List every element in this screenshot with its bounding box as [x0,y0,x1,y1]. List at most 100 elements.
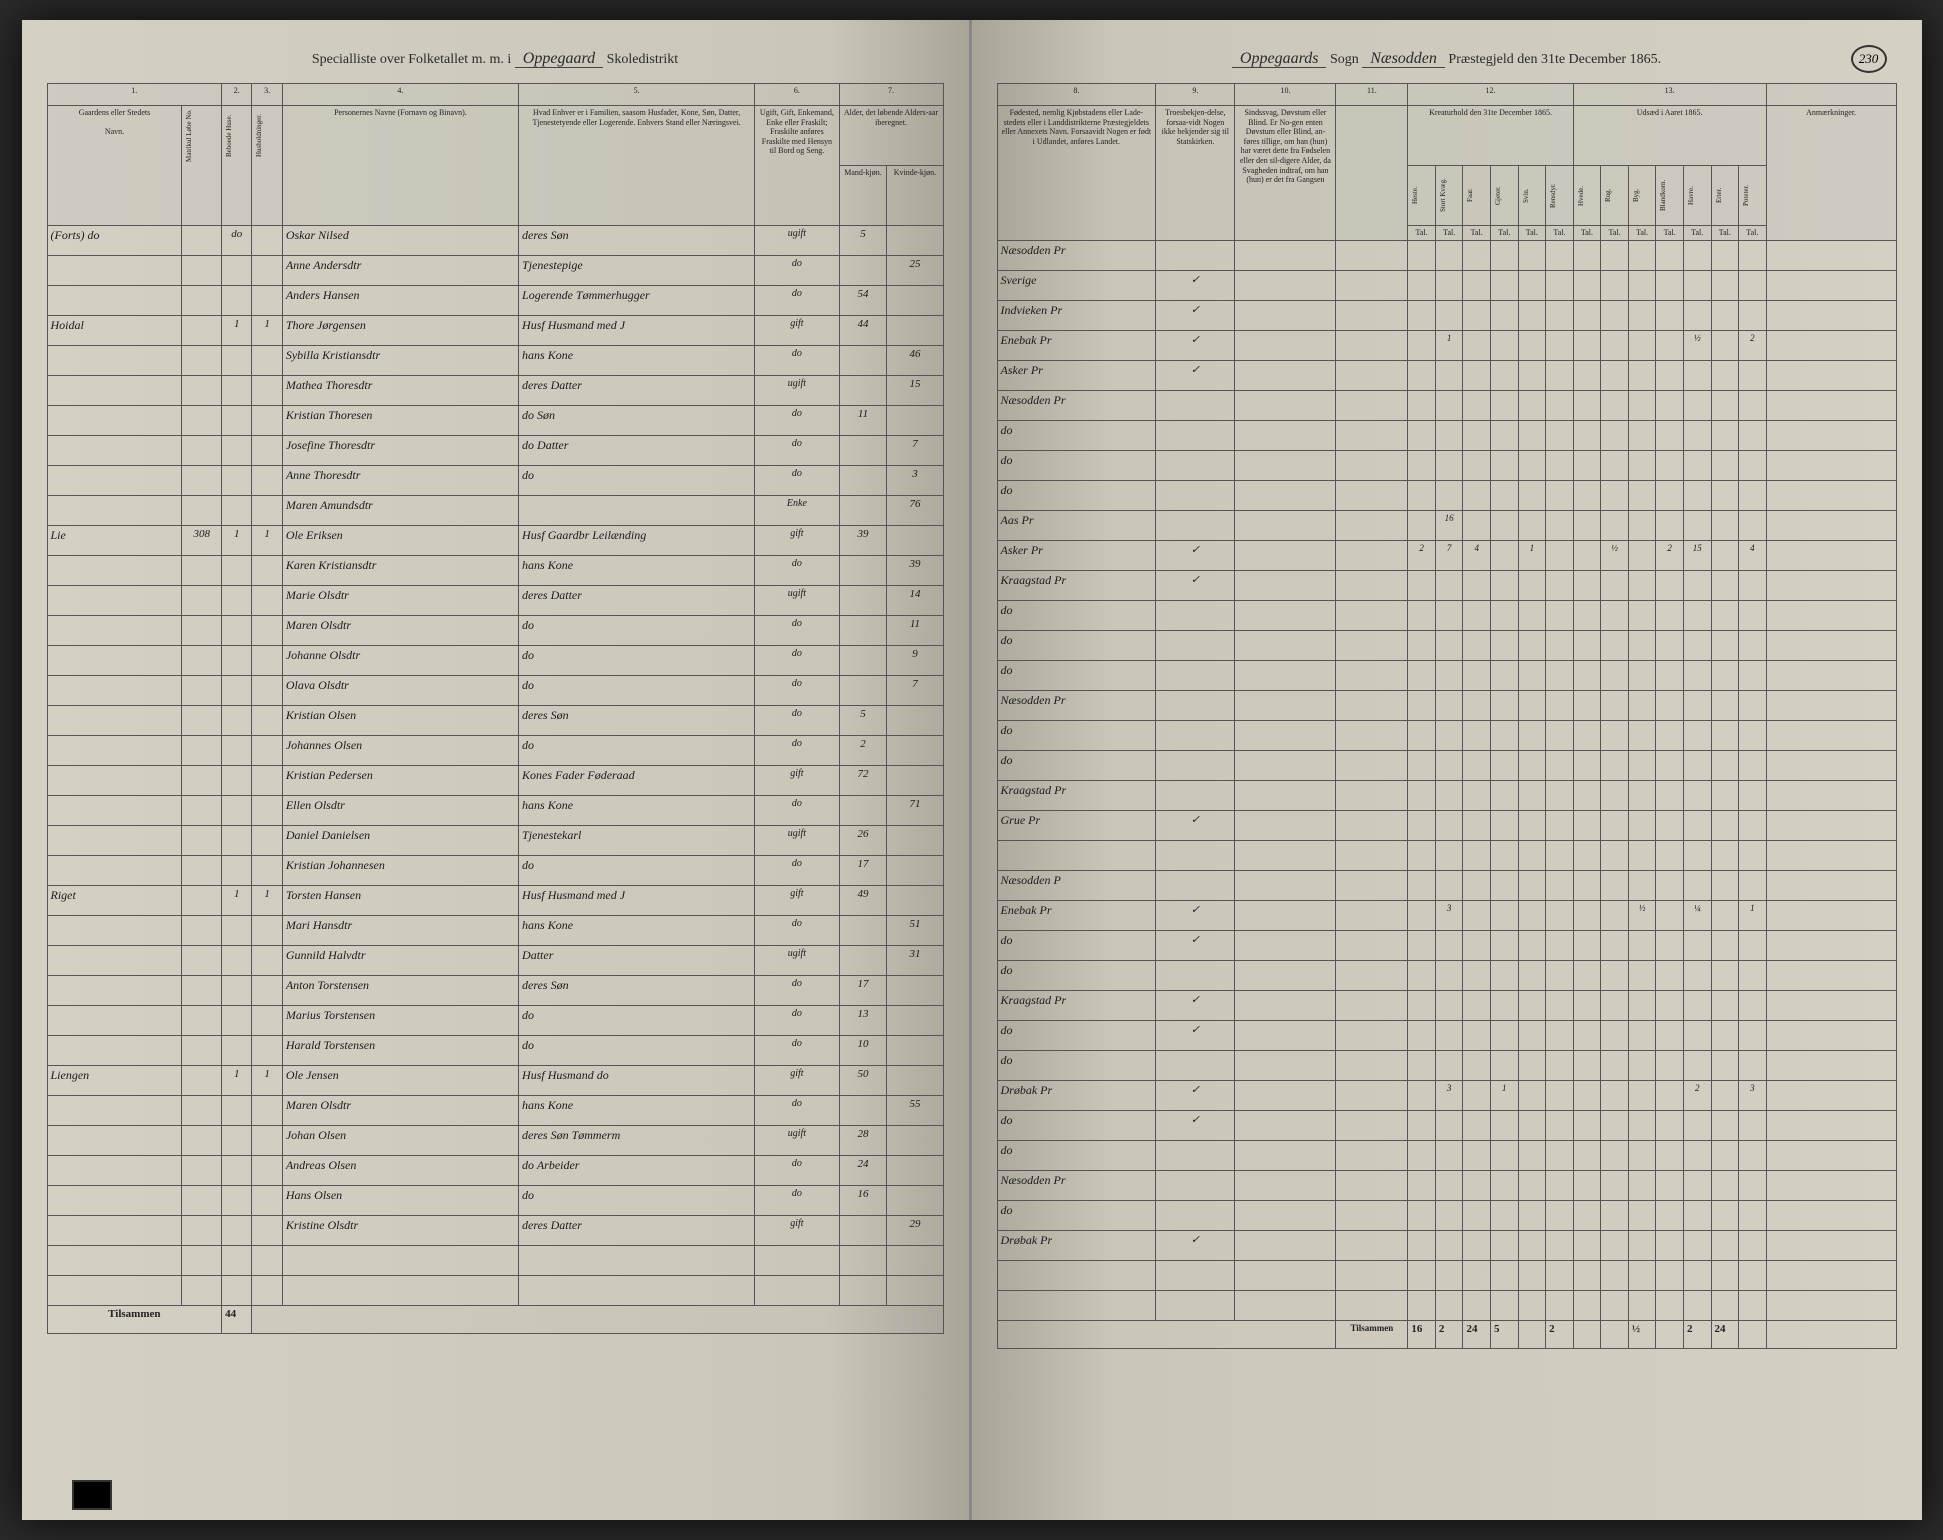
c11-cell [1336,630,1408,660]
farm-cell [47,1216,182,1246]
age-m-cell [839,586,887,616]
c11-cell [1336,990,1408,1020]
k-cell [1491,240,1519,270]
u-cell [1573,930,1601,960]
left-table: 1. 2. 3. 4. 5. 6. 7. Gaardens eller Sted… [47,83,944,1334]
age-m-cell [839,436,887,466]
h9: Troesbekjen-delse, forsaa-vidt Nogen ikk… [1156,106,1235,241]
house-cell [222,856,252,886]
k-cell: 1 [1435,330,1463,360]
h1c: Matrikul Løbe No. [182,106,222,226]
u-cell [1711,570,1739,600]
mno-cell [182,1006,222,1036]
blind-cell [1235,300,1336,330]
hh-cell [252,1186,282,1216]
age-m-cell: 17 [839,976,887,1006]
blind-cell [1235,570,1336,600]
u-cell [1573,660,1601,690]
k-cell [1463,330,1491,360]
tro-cell [1156,750,1235,780]
table-row: Sybilla Kristiansdtrhans Konedo46 [47,346,943,376]
k-cell [1435,300,1463,330]
mno-cell [182,976,222,1006]
note-cell [1766,780,1896,810]
fv10: 2 [1683,1320,1711,1348]
k-cell [1546,1230,1574,1260]
table-row: Næsodden P [997,870,1896,900]
u-cell [1656,600,1684,630]
u-cell [1656,570,1684,600]
table-row [47,1276,943,1306]
k-cell [1518,810,1546,840]
k-cell [1408,420,1436,450]
hh-cell [252,736,282,766]
tro-cell [1156,630,1235,660]
house-cell: 1 [222,886,252,916]
table-row: Anne Thoresdtrdodo3 [47,466,943,496]
table-row: do✓ [997,930,1896,960]
ms-cell: ugift [755,946,839,976]
note-cell [1766,1020,1896,1050]
u-cell [1711,1020,1739,1050]
age-m-cell [839,616,887,646]
u-cell [1683,810,1711,840]
k-cell [1463,1110,1491,1140]
u-cell [1656,420,1684,450]
u-cell [1601,810,1629,840]
role-cell: do [519,676,755,706]
k-cell [1518,840,1546,870]
u-cell [1711,630,1739,660]
age-m-cell [839,916,887,946]
role-cell: Tjenestekarl [519,826,755,856]
u-cell [1573,330,1601,360]
k-cell [1435,480,1463,510]
k-cell [1491,330,1519,360]
house-cell [222,496,252,526]
birth-cell: Kraagstad Pr [997,780,1156,810]
farm-cell [47,616,182,646]
mno-cell [182,646,222,676]
header-skole: Oppegaard [515,50,603,68]
role-cell: deres Søn [519,706,755,736]
col7-num: 7. [839,84,943,106]
table-row: Johanne Olsdtrdodo9 [47,646,943,676]
h4: Personernes Navne (Fornavn og Binavn). [282,106,518,226]
u-cell [1711,450,1739,480]
page-number: 230 [1851,45,1887,73]
farm-cell [47,676,182,706]
k-cell [1435,780,1463,810]
age-m-cell: 72 [839,766,887,796]
blind-cell [1235,1050,1336,1080]
blind-cell [1235,720,1336,750]
u-cell [1711,810,1739,840]
hh-cell [252,1126,282,1156]
table-row: do [997,1140,1896,1170]
note-cell [1766,330,1896,360]
name-cell: Mari Hansdtr [282,916,518,946]
blind-cell [1235,1170,1336,1200]
hh-cell [252,676,282,706]
u-cell [1573,1200,1601,1230]
table-row: Johan Olsenderes Søn Tømmermugift28 [47,1126,943,1156]
age-m-cell [839,556,887,586]
u-cell [1739,360,1767,390]
birth-cell: Næsodden Pr [997,390,1156,420]
blind-cell [1235,1110,1336,1140]
u-cell [1601,1200,1629,1230]
right-table: 8. 9. 10. 11. 12. 13. Fødested, nemlig K… [997,83,1897,1349]
u-cell [1573,630,1601,660]
role-cell: do [519,1036,755,1066]
u-cell [1683,720,1711,750]
house-cell [222,916,252,946]
ms-cell: do [755,466,839,496]
ms-cell: do [755,286,839,316]
k-cell [1518,390,1546,420]
mno-cell [182,556,222,586]
u-cell [1739,630,1767,660]
house-cell [222,616,252,646]
name-cell: Marie Olsdtr [282,586,518,616]
birth-cell [997,840,1156,870]
age-f-cell [887,736,943,766]
table-row: Kristian Johannesendodo17 [47,856,943,886]
h14: Anmærkninger. [1766,106,1896,241]
